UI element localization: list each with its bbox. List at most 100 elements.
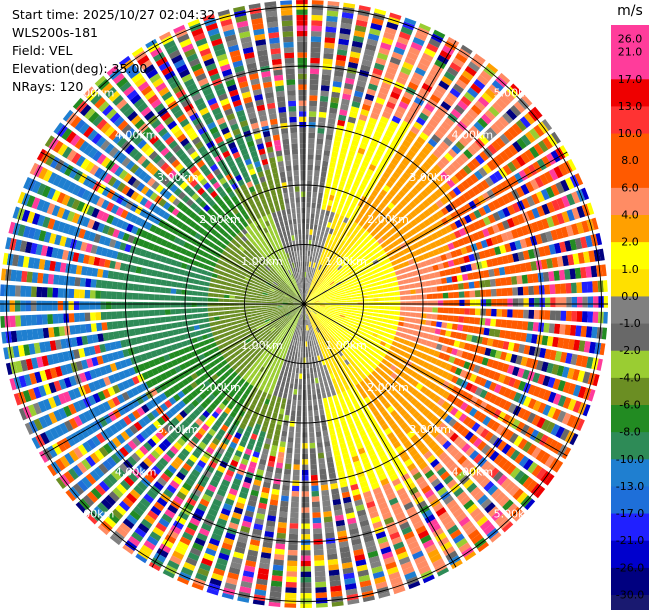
velocity-gate: [330, 307, 336, 310]
velocity-gate: [392, 507, 404, 516]
velocity-gate: [355, 245, 362, 252]
velocity-gate: [415, 373, 423, 382]
velocity-gate: [326, 413, 332, 420]
velocity-gate: [408, 354, 416, 362]
velocity-gate: [369, 323, 376, 329]
velocity-gate: [275, 543, 286, 550]
velocity-gate: [427, 206, 436, 215]
velocity-gate: [89, 421, 99, 433]
velocity-gate: [302, 448, 308, 454]
velocity-gate: [435, 321, 443, 328]
velocity-gate: [324, 408, 331, 415]
velocity-gate: [483, 523, 496, 536]
velocity-gate: [481, 92, 493, 104]
velocity-gate: [418, 345, 426, 352]
velocity-gate: [358, 220, 365, 227]
velocity-gate: [374, 226, 381, 233]
velocity-gate: [331, 342, 337, 348]
velocity-gate: [581, 311, 588, 323]
velocity-gate: [474, 386, 483, 397]
velocity-gate: [412, 36, 425, 47]
velocity-gate: [196, 532, 208, 542]
velocity-gate: [345, 311, 352, 315]
velocity-gate: [104, 494, 117, 506]
velocity-gate: [328, 323, 334, 328]
velocity-gate: [301, 330, 304, 337]
velocity-gate: [453, 299, 460, 306]
velocity-gate: [389, 306, 395, 310]
velocity-gate: [302, 411, 307, 417]
velocity-gate: [490, 318, 497, 327]
velocity-gate: [274, 553, 285, 561]
velocity-gate: [384, 130, 394, 139]
velocity-gate: [518, 169, 529, 181]
velocity-gate: [350, 315, 357, 319]
velocity-gate: [577, 370, 586, 383]
velocity-gate: [378, 309, 385, 314]
velocity-gate: [377, 313, 384, 318]
velocity-gate: [131, 376, 140, 385]
velocity-gate: [496, 361, 505, 371]
velocity-gate: [436, 314, 443, 321]
velocity-gate: [555, 227, 564, 240]
velocity-gate: [420, 189, 429, 198]
velocity-gate: [266, 465, 274, 473]
velocity-gate: [300, 159, 306, 165]
velocity-gate: [185, 477, 195, 487]
velocity-gate: [535, 234, 543, 245]
velocity-gate: [325, 352, 330, 359]
velocity-gate: [539, 347, 547, 359]
velocity-gate: [269, 365, 275, 372]
velocity-gate: [240, 341, 247, 347]
velocity-gate: [276, 462, 284, 469]
velocity-gate: [445, 214, 454, 223]
velocity-gate: [340, 308, 347, 312]
velocity-gate: [500, 319, 507, 328]
velocity-gate: [339, 289, 345, 293]
velocity-gate: [329, 272, 335, 278]
velocity-gate: [435, 532, 447, 543]
velocity-gate: [161, 413, 170, 423]
velocity-gate: [219, 382, 227, 390]
velocity-gate: [264, 343, 270, 349]
velocity-gate: [541, 419, 551, 431]
velocity-gate: [399, 521, 411, 531]
velocity-gate: [309, 267, 313, 273]
velocity-gate: [309, 100, 318, 107]
velocity-gate: [501, 413, 512, 425]
velocity-gate: [357, 74, 368, 83]
velocity-gate: [153, 481, 164, 491]
velocity-gate: [398, 101, 409, 110]
velocity-gate: [183, 501, 195, 512]
velocity-gate: [395, 463, 405, 473]
velocity-gate: [307, 295, 311, 300]
velocity-gate: [340, 294, 347, 297]
velocity-gate: [427, 300, 433, 306]
velocity-gate: [308, 111, 317, 117]
velocity-gate: [123, 369, 131, 378]
velocity-gate: [445, 550, 458, 561]
velocity-gate: [336, 257, 342, 263]
velocity-gate: [473, 364, 481, 374]
velocity-gate: [260, 453, 268, 461]
velocity-gate: [83, 410, 93, 422]
velocity-gate: [502, 164, 513, 176]
velocity-gate: [315, 592, 328, 599]
velocity-gate: [471, 533, 484, 545]
velocity-gate: [393, 46, 405, 56]
velocity-gate: [150, 449, 161, 460]
velocity-gate: [357, 447, 366, 455]
velocity-gate: [262, 361, 268, 368]
velocity-gate: [381, 336, 389, 343]
velocity-gate: [314, 268, 318, 275]
velocity-gate: [296, 307, 301, 312]
velocity-gate: [522, 458, 534, 471]
velocity-gate: [545, 421, 556, 434]
velocity-gate: [358, 387, 365, 395]
velocity-gate: [120, 479, 131, 491]
velocity-gate: [311, 278, 314, 285]
velocity-gate: [301, 319, 303, 326]
velocity-gate: [246, 443, 254, 451]
velocity-gate: [574, 173, 584, 186]
velocity-gate: [512, 287, 519, 296]
